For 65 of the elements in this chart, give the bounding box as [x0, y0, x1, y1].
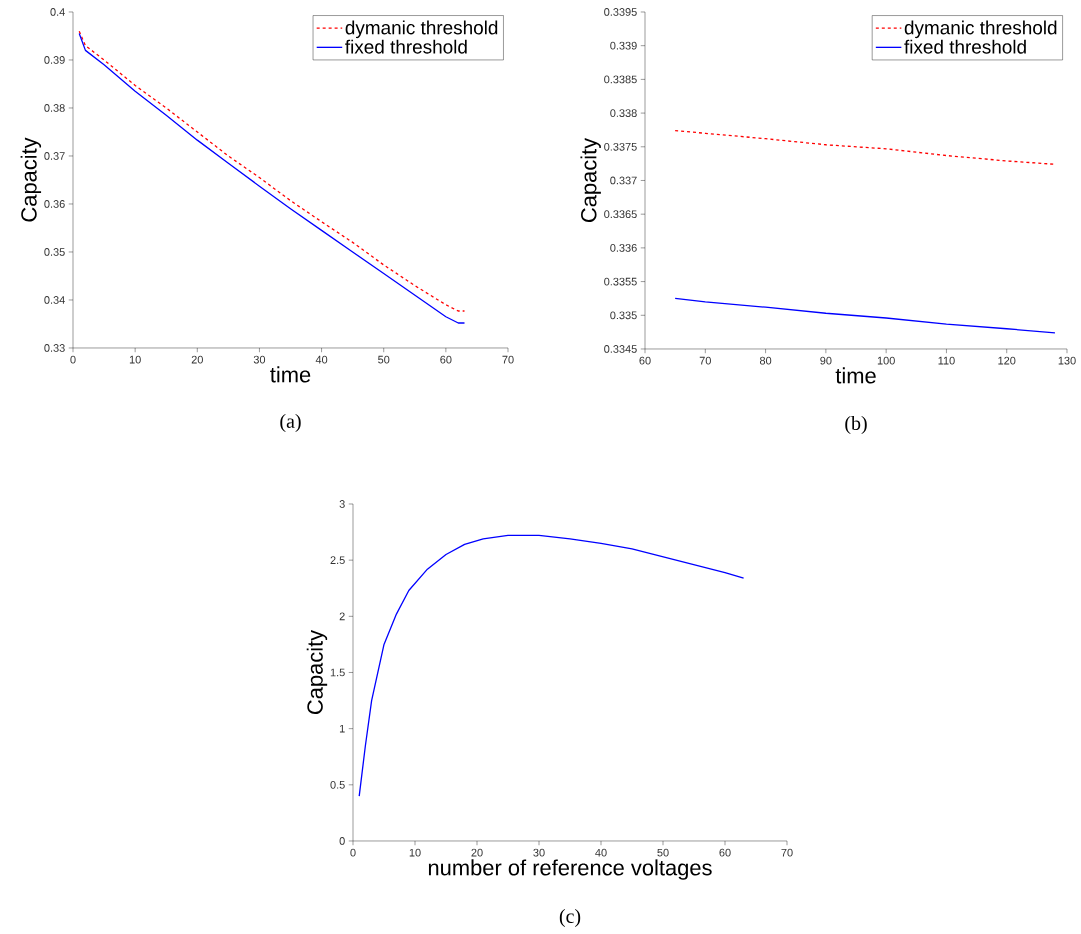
line-series	[674, 129, 1056, 165]
x-tick-label: 70	[781, 848, 793, 857]
x-tick-label: 120	[998, 356, 1016, 365]
x-tick-label: 60	[639, 356, 651, 365]
y-tick-label: 1.5	[330, 668, 345, 677]
line-series	[674, 297, 1056, 334]
x-tick-label: 40	[595, 848, 607, 857]
y-tick-label: 0.5	[330, 780, 345, 789]
x-axis-title: time	[270, 366, 311, 383]
x-tick-label: 30	[533, 848, 545, 857]
y-tick-label: 3	[339, 500, 345, 508]
y-tick-label: 0.335	[610, 311, 637, 320]
x-tick-label: 20	[191, 355, 203, 364]
y-tick-label: 0.3345	[604, 345, 637, 353]
y-tick-label: 0.337	[610, 176, 637, 185]
y-tick-label: 0.336	[610, 244, 637, 252]
y-axis-title: Capacity	[306, 629, 328, 715]
x-tick-label: 130	[1058, 356, 1076, 365]
text: (a)	[280, 413, 301, 433]
y-tick-label: 0.33	[44, 344, 65, 352]
y-tick-label: 0.3395	[604, 8, 637, 16]
legend-label: fixed threshold	[345, 39, 467, 54]
y-tick-label: 0.338	[610, 109, 637, 117]
y-tick-label: 0.37	[44, 152, 65, 160]
x-tick-label: 20	[471, 848, 483, 857]
x-tick-label: 10	[129, 355, 141, 364]
y-tick-label: 0.4	[50, 8, 65, 16]
x-tick-label: 90	[820, 356, 832, 365]
x-tick-label: 50	[657, 848, 669, 857]
x-tick-label: 60	[719, 848, 731, 857]
text: (c)	[559, 908, 581, 928]
x-tick-label: 70	[699, 356, 711, 365]
x-tick-label: 40	[315, 355, 328, 364]
y-tick-label: 0.3385	[604, 75, 637, 84]
x-tick-label: 50	[378, 355, 390, 364]
y-tick-label: 0.339	[610, 41, 637, 50]
x-axis-title: number of reference voltages	[428, 859, 712, 880]
x-tick-label: 110	[938, 356, 955, 365]
y-tick-label: 1	[339, 724, 345, 733]
x-axis-title: time	[835, 367, 876, 384]
legend-label: dymanic threshold	[345, 20, 498, 39]
x-tick-label: 30	[253, 355, 266, 364]
y-tick-label: 0	[339, 837, 345, 845]
x-tick-label: 10	[409, 848, 421, 857]
y-tick-label: 0.3365	[604, 210, 637, 219]
x-tick-label: 0	[70, 355, 76, 364]
y-tick-label: 0.35	[44, 248, 65, 256]
legend-label: dymanic threshold	[904, 20, 1057, 39]
x-tick-label: 80	[759, 356, 772, 365]
y-tick-label: 0.34	[44, 296, 65, 304]
x-tick-label: 60	[440, 355, 452, 364]
y-tick-label: 0.36	[44, 200, 65, 208]
y-tick-label: 0.39	[44, 56, 65, 64]
y-axis-title: Capacity	[580, 137, 601, 223]
y-tick-label: 0.3355	[604, 277, 637, 286]
y-tick-label: 0.3375	[604, 142, 637, 151]
y-axis-title: Capacity	[20, 137, 42, 222]
x-tick-label: 70	[502, 355, 514, 364]
y-tick-label: 0.38	[44, 104, 65, 112]
y-tick-label: 2	[339, 612, 345, 621]
text: (b)	[845, 415, 867, 435]
y-tick-label: 2.5	[330, 556, 345, 565]
legend-label: fixed threshold	[904, 39, 1026, 54]
x-tick-label: 100	[877, 356, 895, 365]
x-tick-label: 0	[350, 848, 356, 857]
